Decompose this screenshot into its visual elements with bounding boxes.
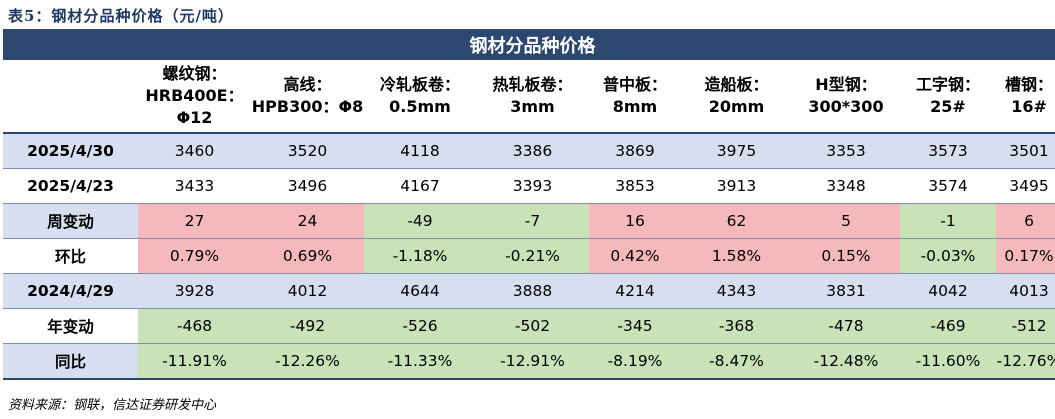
row-label: 同比: [3, 343, 138, 380]
column-header: 槽钢：16#: [996, 60, 1055, 134]
table-cell: -7: [476, 203, 589, 239]
table-cell: -12.91%: [476, 343, 589, 380]
table-cell: 3501: [996, 133, 1055, 169]
table-row: 年变动 -468 -492 -526 -502 -345 -368 -478 -469 -512: [3, 308, 1055, 344]
table-cell: 3353: [792, 133, 900, 169]
table-cell: -368: [681, 308, 792, 344]
table-cell: -468: [138, 308, 251, 344]
table-cell: -512: [996, 308, 1055, 344]
table-caption: 表5：钢材分品种价格（元/吨）: [8, 7, 234, 25]
table-cell: 3888: [476, 273, 589, 309]
table-cell: 0.79%: [138, 238, 251, 274]
table-cell: 3831: [792, 273, 900, 309]
row-label: 2025/4/30: [3, 133, 138, 169]
table-cell: -12.26%: [251, 343, 364, 380]
table-cell: -526: [364, 308, 476, 344]
table-title: 钢材分品种价格: [3, 29, 1055, 60]
source-note: 资料来源：钢联，信达证券研发中心: [8, 398, 217, 413]
table-cell: -49: [364, 203, 476, 239]
table-cell: 4012: [251, 273, 364, 309]
column-header: 热轧板卷：3mm: [476, 60, 589, 134]
table-cell: -0.21%: [476, 238, 589, 274]
table-cell: 5: [792, 203, 900, 239]
table-cell: 0.17%: [996, 238, 1055, 274]
table-cell: 3386: [476, 133, 589, 169]
table-cell: -0.03%: [900, 238, 996, 274]
table-cell: -12.76%: [996, 343, 1055, 380]
table-cell: 3913: [681, 168, 792, 204]
table-cell: 3520: [251, 133, 364, 169]
column-header: 造船板：20mm: [681, 60, 792, 134]
table-cell: -469: [900, 308, 996, 344]
table-cell: -1.18%: [364, 238, 476, 274]
table-cell: 27: [138, 203, 251, 239]
column-header: 高线：HPB300：Φ8: [251, 60, 364, 134]
column-header: 螺纹钢：HRB400E：Φ12: [138, 60, 251, 134]
table-cell: -11.33%: [364, 343, 476, 380]
steel-price-table: 钢材分品种价格 螺纹钢：HRB400E：Φ12 高线：HPB300：Φ8 冷轧板卷：…: [3, 29, 1055, 380]
table-cell: 24: [251, 203, 364, 239]
table-cell: 4644: [364, 273, 476, 309]
table-cell: 16: [589, 203, 681, 239]
table-row: 同比 -11.91% -12.26% -11.33% -12.91% -8.19% -8.4…: [3, 343, 1055, 380]
table-cell: 3975: [681, 133, 792, 169]
table-cell: 4118: [364, 133, 476, 169]
table-row: 2024/4/29 3928 4012 4644 3888 4214 4343 3831 404…: [3, 273, 1055, 309]
table-cell: -492: [251, 308, 364, 344]
table-cell: -8.47%: [681, 343, 792, 380]
table-cell: 3928: [138, 273, 251, 309]
table-cell: -502: [476, 308, 589, 344]
table-cell: 1.58%: [681, 238, 792, 274]
table-cell: 0.42%: [589, 238, 681, 274]
table-cell: 3433: [138, 168, 251, 204]
table-cell: 0.15%: [792, 238, 900, 274]
table-cell: 3495: [996, 168, 1055, 204]
table-row: 2025/4/23 3433 3496 4167 3393 3853 3913 3348 357…: [3, 168, 1055, 204]
table-title-row: 钢材分品种价格: [3, 29, 1055, 60]
column-header: 普中板：8mm: [589, 60, 681, 134]
table-cell: 0.69%: [251, 238, 364, 274]
corner-cell: [3, 60, 138, 134]
table-cell: -12.48%: [792, 343, 900, 380]
table-cell: 3573: [900, 133, 996, 169]
table-cell: -345: [589, 308, 681, 344]
column-header: 工字钢：25#: [900, 60, 996, 134]
row-label: 周变动: [3, 203, 138, 239]
table-cell: 62: [681, 203, 792, 239]
row-label: 年变动: [3, 308, 138, 344]
table-cell: -8.19%: [589, 343, 681, 380]
table-cell: 4013: [996, 273, 1055, 309]
table-row: 2025/4/30 3460 3520 4118 3386 3869 3975 3353 357…: [3, 133, 1055, 169]
table-cell: 4042: [900, 273, 996, 309]
table-cell: -11.60%: [900, 343, 996, 380]
table-cell: 4343: [681, 273, 792, 309]
table-row: 环比 0.79% 0.69% -1.18% -0.21% 0.42% 1.58% 0.15% -…: [3, 238, 1055, 274]
column-header-row: 螺纹钢：HRB400E：Φ12 高线：HPB300：Φ8 冷轧板卷：0.5mm 热轧板…: [3, 60, 1055, 134]
table-cell: 3574: [900, 168, 996, 204]
table-cell: 3348: [792, 168, 900, 204]
row-label: 2024/4/29: [3, 273, 138, 309]
column-header: 冷轧板卷：0.5mm: [364, 60, 476, 134]
table-cell: -11.91%: [138, 343, 251, 380]
row-label: 环比: [3, 238, 138, 274]
table-cell: 3853: [589, 168, 681, 204]
table-cell: 6: [996, 203, 1055, 239]
table-row: 周变动 27 24 -49 -7 16 62 5 -1 6: [3, 203, 1055, 239]
column-header: H型钢：300*300: [792, 60, 900, 134]
row-label: 2025/4/23: [3, 168, 138, 204]
table-cell: 3869: [589, 133, 681, 169]
table-cell: 4214: [589, 273, 681, 309]
table-cell: 4167: [364, 168, 476, 204]
table-cell: -478: [792, 308, 900, 344]
table-cell: -1: [900, 203, 996, 239]
table-cell: 3393: [476, 168, 589, 204]
table-cell: 3496: [251, 168, 364, 204]
table-cell: 3460: [138, 133, 251, 169]
